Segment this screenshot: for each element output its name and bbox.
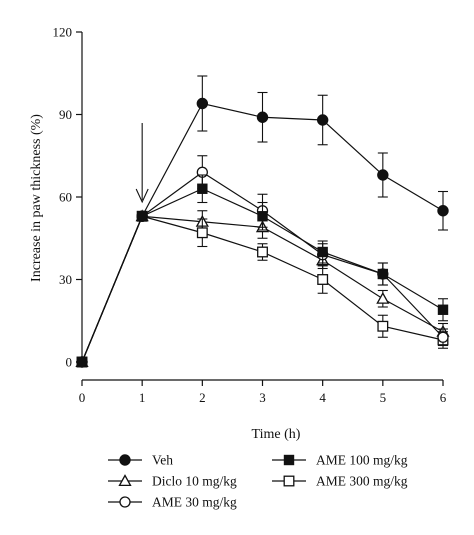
legend-item: Veh bbox=[108, 453, 173, 468]
series-ame-100-mg-kg bbox=[76, 174, 449, 368]
chart-axes: 0 30 60 90 120 0 1 2 3 4 5 6 bbox=[53, 25, 447, 406]
data-point bbox=[257, 211, 268, 222]
legend-marker bbox=[118, 474, 132, 487]
arrow-head bbox=[135, 188, 149, 204]
chart-series bbox=[75, 75, 450, 368]
legend-item: AME 100 mg/kg bbox=[272, 453, 408, 468]
legend-marker bbox=[119, 454, 131, 466]
data-point bbox=[437, 304, 449, 315]
x-axis-label: Time (h) bbox=[252, 427, 301, 442]
data-point bbox=[76, 356, 88, 368]
y-tick-label: 0 bbox=[66, 355, 73, 370]
legend-label: Diclo 10 mg/kg bbox=[152, 474, 237, 489]
legend-item: AME 300 mg/kg bbox=[272, 474, 408, 489]
data-point bbox=[377, 268, 389, 280]
series-veh bbox=[76, 75, 449, 368]
x-tick-label: 1 bbox=[139, 390, 146, 405]
data-point bbox=[197, 183, 208, 194]
legend-marker bbox=[283, 475, 295, 487]
chart-annotations bbox=[135, 123, 149, 204]
legend-label: Veh bbox=[152, 453, 173, 468]
data-point bbox=[437, 205, 449, 217]
series-diclo-10-mg-kg bbox=[75, 209, 450, 368]
data-point bbox=[317, 246, 328, 258]
legend-label: AME 300 mg/kg bbox=[316, 474, 408, 489]
data-point bbox=[377, 169, 389, 181]
annotation-arrow bbox=[135, 123, 149, 204]
data-point bbox=[376, 291, 390, 304]
series-ame-30-mg-kg bbox=[76, 155, 449, 368]
data-point bbox=[316, 114, 329, 126]
data-point bbox=[196, 227, 208, 239]
legend-label: AME 30 mg/kg bbox=[152, 495, 237, 510]
y-axis-label: Increase in paw thickness (%) bbox=[29, 114, 44, 282]
y-tick-label: 30 bbox=[59, 272, 72, 287]
legend-marker bbox=[283, 454, 295, 466]
data-point bbox=[136, 210, 148, 222]
data-point bbox=[256, 111, 269, 123]
x-tick-label: 0 bbox=[79, 390, 86, 405]
x-tick-label: 3 bbox=[259, 390, 266, 405]
data-point bbox=[196, 97, 209, 110]
y-tick-label: 60 bbox=[59, 190, 72, 205]
data-point bbox=[437, 331, 449, 343]
x-tick-label: 5 bbox=[380, 390, 387, 405]
legend-label: AME 100 mg/kg bbox=[316, 453, 408, 468]
data-point bbox=[377, 320, 389, 332]
legend-item: Diclo 10 mg/kg bbox=[108, 474, 237, 489]
data-point bbox=[317, 274, 329, 285]
data-point bbox=[257, 246, 268, 258]
y-tick-label: 90 bbox=[59, 107, 72, 122]
x-tick-label: 6 bbox=[440, 390, 447, 405]
x-tick-label: 4 bbox=[319, 390, 326, 405]
chart-legend: Veh Diclo 10 mg/kg AME 30 mg/kg AME 100 mg/… bbox=[108, 453, 408, 510]
legend-marker bbox=[119, 496, 131, 508]
y-tick-label: 120 bbox=[53, 25, 73, 40]
x-tick-label: 2 bbox=[199, 390, 206, 405]
legend-item: AME 30 mg/kg bbox=[108, 495, 237, 510]
